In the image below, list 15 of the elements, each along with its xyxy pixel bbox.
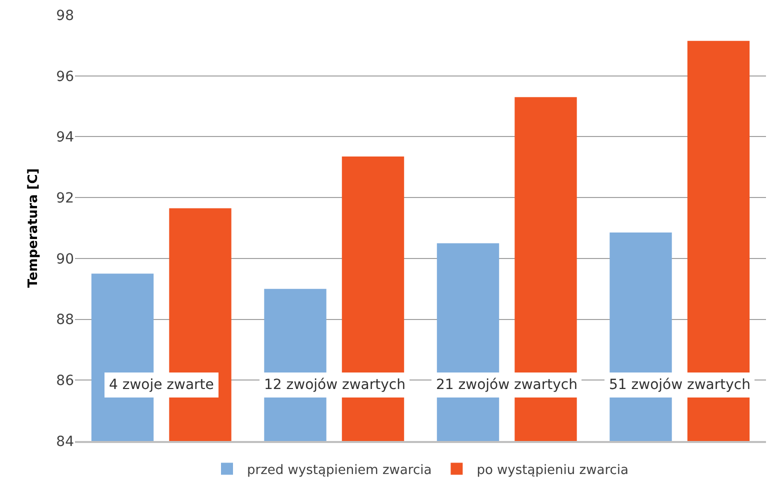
y-tick-label: 86 [56, 373, 74, 390]
y-tick-label: 94 [56, 130, 74, 146]
y-tick-label: 92 [56, 190, 74, 206]
y-axis-title: Temperatura [C] [26, 168, 42, 288]
x-tick-label: 21 zwojów zwartych [436, 377, 578, 393]
y-tick-label: 90 [56, 251, 74, 268]
y-tick-label: 96 [56, 68, 74, 85]
legend-label: przed wystąpieniem zwarcia [247, 462, 432, 478]
y-tick-label: 98 [56, 8, 74, 24]
x-tick-label: 51 zwojów zwartych [609, 377, 750, 393]
legend-label: po wystąpieniu zwarcia [476, 462, 628, 478]
y-tick-label: 84 [56, 434, 74, 450]
x-tick-label: 4 zwoje zwarte [109, 377, 214, 393]
x-tick-label: 12 zwojów zwartych [264, 377, 406, 393]
y-tick-label: 88 [56, 312, 74, 328]
